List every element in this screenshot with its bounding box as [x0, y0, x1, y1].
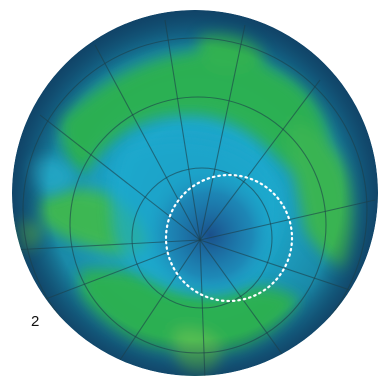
meridian-line: [29, 239, 201, 306]
meridian-line: [12, 239, 201, 251]
meridian-line: [199, 79, 321, 241]
meridian-line: [39, 114, 201, 241]
meridian-line: [94, 44, 201, 241]
meridian-lines: [12, 19, 376, 376]
meridian-line: [199, 199, 376, 241]
latitude-circle-middle: [69, 96, 327, 354]
globe-rim-shade: [12, 10, 378, 376]
panel-number-label: 2: [31, 313, 40, 330]
dotted-region-marker: [164, 173, 294, 303]
meridian-line: [164, 19, 201, 241]
meridian-line: [199, 24, 246, 241]
meridian-line: [119, 239, 201, 361]
meridian-line: [199, 239, 291, 366]
latitude-circle-outer: [22, 37, 368, 376]
meridian-line: [199, 239, 206, 376]
meridian-line: [199, 239, 366, 296]
